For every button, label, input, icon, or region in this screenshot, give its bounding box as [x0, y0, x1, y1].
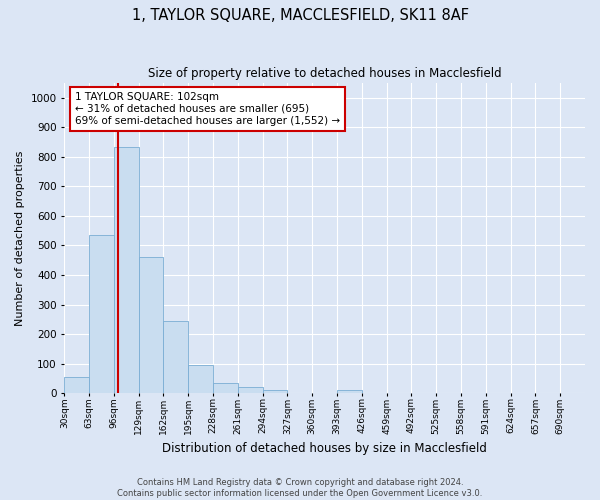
Bar — [213, 384, 238, 393]
Bar — [188, 365, 213, 393]
Text: 1 TAYLOR SQUARE: 102sqm
← 31% of detached houses are smaller (695)
69% of semi-d: 1 TAYLOR SQUARE: 102sqm ← 31% of detache… — [75, 92, 340, 126]
Bar — [139, 258, 163, 393]
Text: 1, TAYLOR SQUARE, MACCLESFIELD, SK11 8AF: 1, TAYLOR SQUARE, MACCLESFIELD, SK11 8AF — [131, 8, 469, 22]
Bar — [163, 321, 188, 393]
Bar — [238, 387, 263, 393]
Bar — [114, 146, 139, 393]
Bar — [337, 390, 362, 393]
Text: Contains HM Land Registry data © Crown copyright and database right 2024.
Contai: Contains HM Land Registry data © Crown c… — [118, 478, 482, 498]
X-axis label: Distribution of detached houses by size in Macclesfield: Distribution of detached houses by size … — [162, 442, 487, 455]
Bar — [64, 377, 89, 393]
Y-axis label: Number of detached properties: Number of detached properties — [15, 150, 25, 326]
Bar — [89, 235, 114, 393]
Title: Size of property relative to detached houses in Macclesfield: Size of property relative to detached ho… — [148, 68, 502, 80]
Bar — [263, 390, 287, 393]
